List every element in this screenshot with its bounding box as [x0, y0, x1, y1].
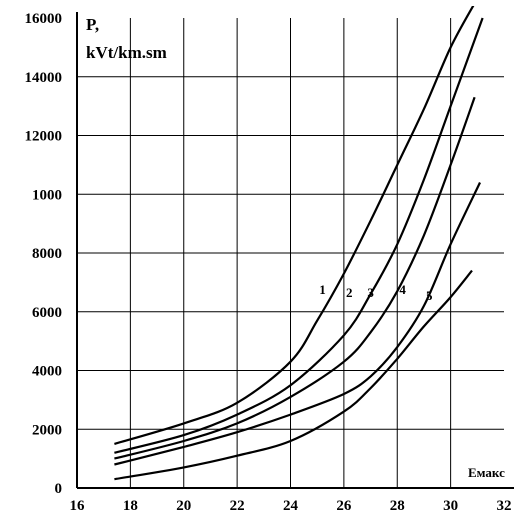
y-tick-label: 2000	[32, 422, 62, 438]
series-line-1	[114, 6, 475, 445]
y-axis-unit: kVt/km.sm	[86, 43, 167, 62]
series-line-3	[114, 96, 476, 460]
x-tick-label: 20	[176, 498, 191, 514]
tick-labels: 16 18 20 22 24 26 28 30 320200040006000800010001…	[25, 11, 512, 514]
x-axis-label: Емакс	[468, 465, 505, 480]
y-tick-label: 8000	[32, 246, 62, 262]
x-tick-label: 30	[443, 498, 458, 514]
x-tick-label: 16	[70, 498, 86, 514]
curve-label: 5	[426, 288, 433, 303]
y-tick-label: 0	[55, 481, 63, 497]
series-line-5	[114, 269, 473, 481]
x-tick-label: 28	[390, 498, 405, 514]
x-tick-label: 32	[497, 498, 512, 514]
curve-label: 3	[367, 285, 374, 300]
curve-label: 1	[319, 282, 326, 297]
series-group	[114, 6, 484, 481]
y-tick-label: 12000	[25, 129, 63, 145]
x-tick-label: 22	[230, 498, 245, 514]
grid	[77, 18, 504, 488]
axes	[76, 12, 514, 489]
x-tick-label: 18	[123, 498, 138, 514]
y-tick-label: 1000	[32, 187, 62, 203]
curve-label: 4	[399, 282, 406, 297]
x-tick-label: 26	[336, 498, 352, 514]
y-tick-label: 4000	[32, 364, 62, 380]
y-axis-label: P,	[86, 15, 99, 34]
y-tick-label: 14000	[25, 70, 63, 86]
series-line-4	[114, 182, 481, 466]
x-tick-label: 24	[283, 498, 299, 514]
curve-label: 2	[346, 285, 353, 300]
y-tick-label: 16000	[25, 11, 63, 27]
y-tick-label: 6000	[32, 305, 62, 321]
series-line-2	[114, 17, 484, 454]
